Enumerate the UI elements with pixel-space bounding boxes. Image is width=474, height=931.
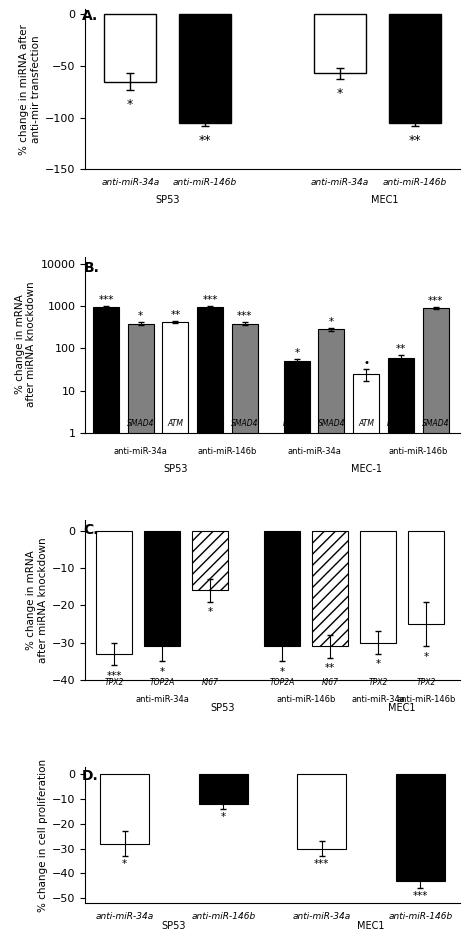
Text: TPX2: TPX2: [368, 678, 388, 687]
Bar: [179, 15, 231, 123]
Text: anti-miR-34a: anti-miR-34a: [101, 178, 159, 187]
Text: anti-miR-146b: anti-miR-146b: [388, 911, 453, 921]
Bar: [128, 324, 154, 931]
Bar: [408, 531, 444, 624]
Text: *: *: [138, 311, 143, 321]
Bar: [163, 322, 189, 931]
Text: HDAC1: HDAC1: [92, 419, 120, 428]
Text: anti-miR-34a: anti-miR-34a: [293, 911, 351, 921]
Bar: [422, 308, 448, 931]
Bar: [232, 324, 258, 931]
Text: *: *: [424, 652, 429, 662]
Text: **: **: [325, 663, 335, 673]
Text: KI67: KI67: [322, 678, 338, 687]
Text: MEC1: MEC1: [388, 703, 416, 713]
Y-axis label: % change in cell proliferation: % change in cell proliferation: [38, 759, 48, 911]
Text: **: **: [199, 134, 211, 147]
Text: anti-miR-34a: anti-miR-34a: [351, 695, 405, 704]
Text: TPX2: TPX2: [104, 678, 124, 687]
Text: MEC-1: MEC-1: [351, 465, 382, 474]
Text: SP53: SP53: [210, 703, 234, 713]
Text: SMAD4: SMAD4: [231, 419, 258, 428]
Bar: [314, 15, 366, 74]
Text: SP53: SP53: [163, 465, 188, 474]
Bar: [312, 531, 348, 646]
Text: ***: ***: [99, 295, 114, 304]
Text: **: **: [170, 310, 181, 320]
Bar: [319, 330, 345, 931]
Text: *: *: [280, 667, 285, 677]
Bar: [297, 775, 346, 848]
Bar: [197, 307, 223, 931]
Text: anti-miR-34a: anti-miR-34a: [287, 447, 341, 456]
Text: MEC1: MEC1: [357, 921, 385, 931]
Text: ***: ***: [413, 891, 428, 901]
Text: anti-miR-146b: anti-miR-146b: [276, 695, 336, 704]
Text: MEC1: MEC1: [371, 196, 399, 206]
Text: HDAC1: HDAC1: [283, 419, 310, 428]
Text: anti-miR-146b: anti-miR-146b: [396, 695, 456, 704]
Text: ATM: ATM: [167, 419, 183, 428]
Text: SP53: SP53: [162, 921, 186, 931]
Text: *: *: [329, 317, 334, 327]
Text: anti-miR-34a: anti-miR-34a: [311, 178, 369, 187]
Text: anti-miR-146b: anti-miR-146b: [173, 178, 237, 187]
Bar: [388, 358, 414, 931]
Text: TPX2: TPX2: [417, 678, 436, 687]
Text: TOP2A: TOP2A: [149, 678, 175, 687]
Text: SP53: SP53: [155, 196, 180, 206]
Bar: [360, 531, 396, 642]
Bar: [396, 775, 445, 881]
Text: •: •: [363, 358, 369, 368]
Text: D.: D.: [82, 769, 99, 783]
Text: anti-miR-146b: anti-miR-146b: [383, 178, 447, 187]
Text: HDAC1: HDAC1: [197, 419, 224, 428]
Text: ***: ***: [107, 670, 122, 681]
Text: ***: ***: [202, 295, 218, 305]
Text: SMAD4: SMAD4: [318, 419, 345, 428]
Text: A.: A.: [82, 9, 98, 23]
Bar: [192, 531, 228, 590]
Text: SMAD4: SMAD4: [422, 419, 449, 428]
Text: *: *: [122, 859, 128, 869]
Text: *: *: [208, 607, 213, 617]
Text: *: *: [294, 348, 300, 358]
Text: SMAD4: SMAD4: [127, 419, 155, 428]
Text: anti-miR-146b: anti-miR-146b: [198, 447, 257, 456]
Bar: [144, 531, 180, 646]
Bar: [96, 531, 132, 654]
Y-axis label: % change in miRNA after
anti-mir transfection: % change in miRNA after anti-mir transfe…: [19, 24, 41, 155]
Bar: [93, 307, 119, 931]
Text: *: *: [375, 659, 381, 669]
Text: anti-miR-146b: anti-miR-146b: [191, 911, 255, 921]
Text: *: *: [127, 98, 133, 111]
Text: B.: B.: [83, 261, 100, 275]
Bar: [264, 531, 300, 646]
Bar: [284, 361, 310, 931]
Text: ***: ***: [314, 859, 329, 869]
Text: anti-miR-34a: anti-miR-34a: [135, 695, 189, 704]
Bar: [199, 775, 248, 804]
Text: ***: ***: [237, 311, 253, 321]
Text: **: **: [409, 134, 421, 147]
Bar: [389, 15, 441, 123]
Text: *: *: [337, 87, 343, 100]
Text: ATM: ATM: [358, 419, 374, 428]
Bar: [100, 775, 149, 843]
Text: *: *: [221, 812, 226, 822]
Text: HDAC1: HDAC1: [387, 419, 414, 428]
Text: anti-miR-34a: anti-miR-34a: [114, 447, 168, 456]
Text: C.: C.: [83, 523, 99, 537]
Bar: [104, 15, 156, 82]
Bar: [353, 373, 379, 931]
Text: TOP2A: TOP2A: [269, 678, 295, 687]
Text: anti-miR-34a: anti-miR-34a: [96, 911, 154, 921]
Text: KI67: KI67: [201, 678, 219, 687]
Y-axis label: % change in mRNA
after miRNA knockdown: % change in mRNA after miRNA knockdown: [15, 282, 36, 408]
Text: anti-miR-146b: anti-miR-146b: [389, 447, 448, 456]
Text: *: *: [160, 667, 164, 677]
Text: ***: ***: [428, 296, 443, 305]
Y-axis label: % change in mRNA
after miRNA knockdown: % change in mRNA after miRNA knockdown: [27, 537, 48, 663]
Text: **: **: [396, 344, 406, 354]
